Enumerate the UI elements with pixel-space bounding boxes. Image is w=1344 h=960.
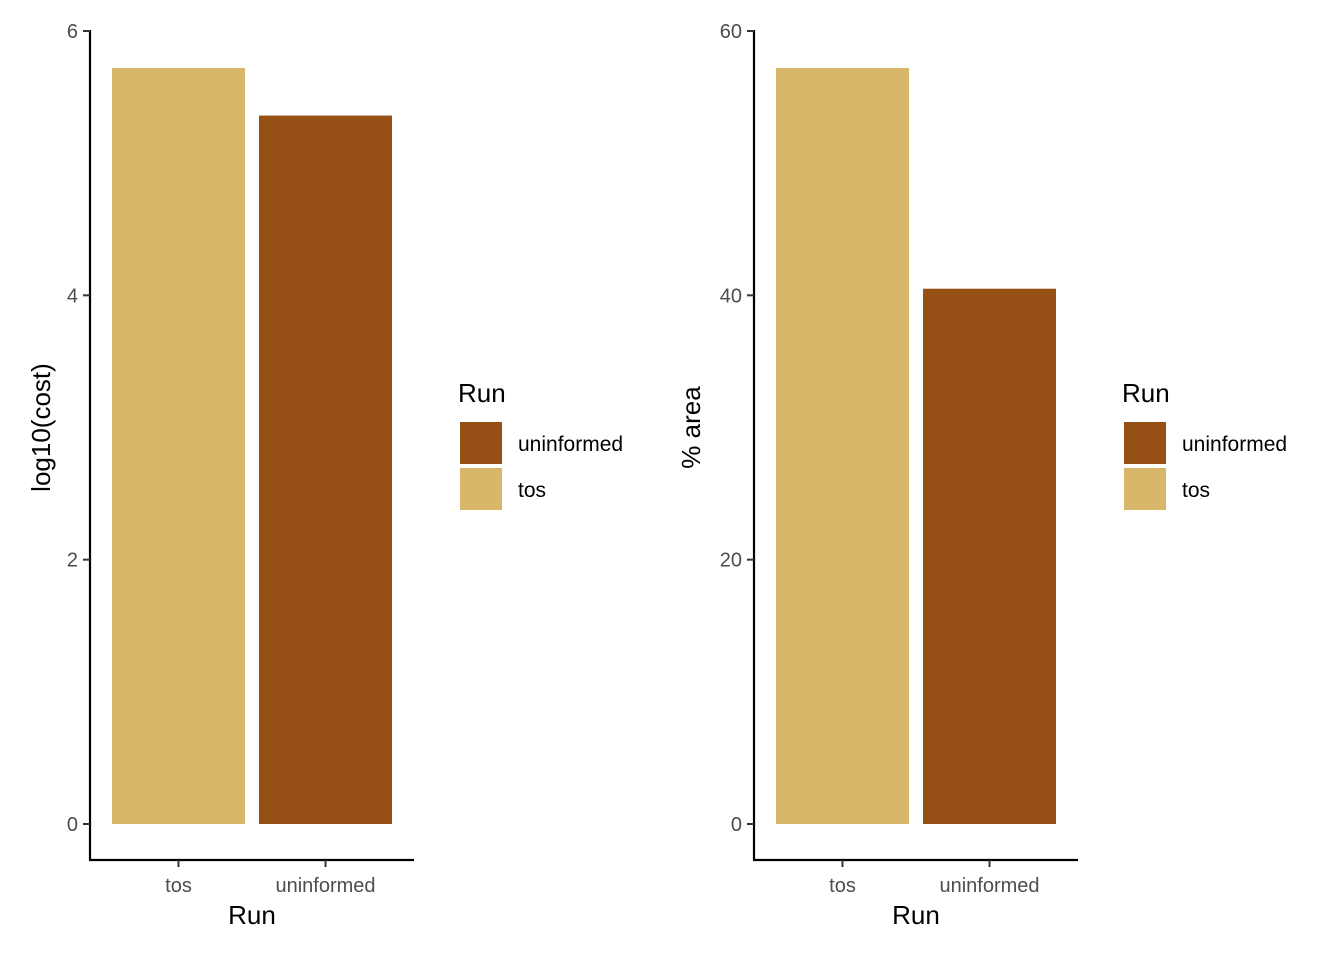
x-axis-title: Run bbox=[228, 900, 276, 930]
y-tick-label: 6 bbox=[67, 21, 78, 43]
y-tick-label: 40 bbox=[720, 285, 742, 307]
legend-title: Run bbox=[458, 378, 506, 408]
y-tick-label: 0 bbox=[731, 814, 742, 836]
x-axis-title: Run bbox=[892, 900, 940, 930]
legend-label-tos: tos bbox=[518, 479, 546, 502]
panel-cost: 0 2 4 6 tos uninformed Run log10(cost) Run uninfo… bbox=[26, 21, 623, 930]
legend-label-uninformed: uninformed bbox=[518, 433, 623, 456]
legend-key-uninformed bbox=[460, 422, 502, 464]
y-tick-label: 60 bbox=[720, 21, 742, 43]
legend-label-uninformed: uninformed bbox=[1182, 433, 1287, 456]
panel-area: 0 20 40 60 tos uninformed Run % area Run uninform… bbox=[676, 21, 1287, 930]
legend-key-uninformed bbox=[1124, 422, 1166, 464]
y-tick-label: 4 bbox=[67, 285, 78, 307]
legend: Run uninformed tos bbox=[458, 378, 623, 510]
legend-title: Run bbox=[1122, 378, 1170, 408]
legend-label-tos: tos bbox=[1182, 479, 1210, 502]
y-axis-title: log10(cost) bbox=[26, 363, 56, 492]
y-axis-title: % area bbox=[676, 386, 706, 469]
x-tick-label: uninformed bbox=[275, 875, 375, 897]
bar-uninformed bbox=[923, 288, 1056, 825]
x-tick-label: uninformed bbox=[939, 875, 1039, 897]
x-tick-label: tos bbox=[829, 875, 856, 897]
bar-tos bbox=[776, 68, 909, 825]
y-tick-label: 20 bbox=[720, 550, 742, 572]
legend-key-tos bbox=[460, 468, 502, 510]
x-tick-label: tos bbox=[165, 875, 192, 897]
bar-uninformed bbox=[259, 115, 392, 824]
y-tick-label: 0 bbox=[67, 814, 78, 836]
y-tick-label: 2 bbox=[67, 550, 78, 572]
legend-key-tos bbox=[1124, 468, 1166, 510]
legend: Run uninformed tos bbox=[1122, 378, 1287, 510]
bar-tos bbox=[112, 68, 245, 825]
